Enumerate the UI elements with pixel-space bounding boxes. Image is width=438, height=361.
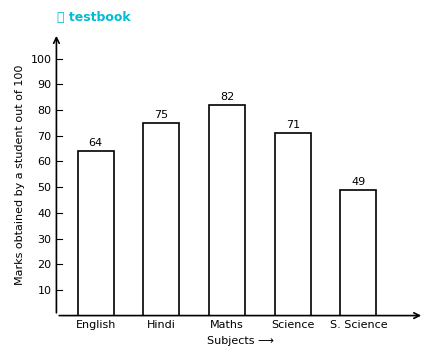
Text: 71: 71 [285,120,299,130]
Text: 49: 49 [350,177,365,187]
Text: 75: 75 [154,110,168,120]
Bar [78,151,113,316]
Text: 64: 64 [88,138,102,148]
Y-axis label: Marks obtained by a student out of 100: Marks obtained by a student out of 100 [15,64,25,284]
Text: ⧉ testbook: ⧉ testbook [57,11,131,24]
Bar [143,123,179,316]
X-axis label: Subjects ⟶: Subjects ⟶ [206,336,273,346]
Bar [274,133,310,316]
Bar [208,105,244,316]
Bar [339,190,375,316]
Text: 82: 82 [219,92,233,102]
